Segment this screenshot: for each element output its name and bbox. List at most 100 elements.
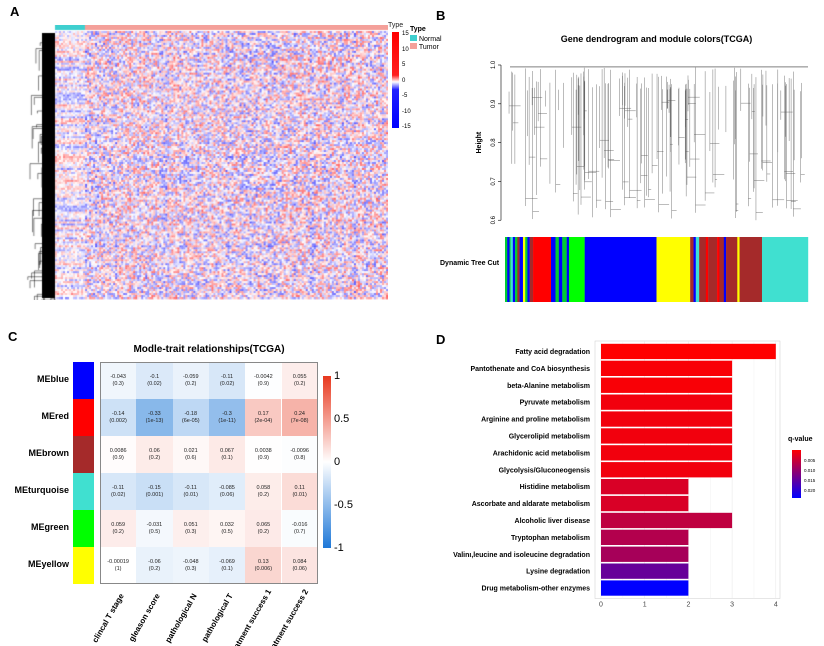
correlation-cell: -0.06 (0.2) [136,547,173,584]
correlation-value: -0.18 [184,410,198,417]
correlation-value: 0.055 [292,373,307,380]
p-value: (0.9) [257,380,269,387]
module-color-swatch [73,436,94,473]
correlation-value: -0.3 [222,410,232,417]
module-color-segment [656,237,691,302]
x-tick-label: 1 [643,602,647,609]
module-color-segment [515,237,518,302]
y-tick-label: 0.6 [491,215,497,224]
p-value: (1e-11) [218,417,236,424]
category-label: Fatty acid degradation [515,349,590,356]
module-color-segment [568,237,585,302]
scale-tick-label: -5 [402,93,408,99]
type-legend: Normal Tumor [410,35,442,51]
p-value: (0.002) [109,417,127,424]
module-color-segment [525,237,528,302]
module-color-segment [509,237,511,302]
p-value: (0.006) [254,565,273,572]
trait-column-label: treatment success 1 [227,587,274,646]
x-tick-label: 2 [686,602,690,609]
p-value: (0.8) [293,454,306,461]
correlation-cell: -0.0096 (0.8) [281,436,318,473]
module-color-segment [695,237,700,302]
module-color-segment [507,237,510,302]
module-color-swatch [73,510,94,547]
p-value: (0.2) [112,528,124,535]
module-color-segment [551,237,556,302]
correlation-value: 0.058 [256,484,271,491]
scale-tick-label: 1 [334,370,341,382]
legend-normal: Normal [410,35,442,43]
correlation-cell: -0.11 (0.01) [172,473,209,510]
module-color-segment [519,237,524,302]
correlation-cell: 0.051 (0.3) [172,510,209,547]
bar [601,343,776,360]
module-row-label: MEbrown [28,448,70,458]
q-value-colorbar [792,450,801,498]
type-legend-title: Type [410,26,426,33]
y-tick-label: 0.7 [491,177,497,186]
correlation-cell: 0.065 (0.2) [245,510,282,547]
module-color-swatch [73,473,94,510]
correlation-cell: -0.1 (0.02) [136,362,173,399]
correlation-value: -0.11 [112,484,125,491]
correlation-value: 0.021 [183,447,198,454]
correlation-cell: -0.3 (1e-11) [208,399,246,436]
correlation-value: -0.085 [219,484,235,491]
module-color-segment [723,237,727,302]
p-value: (7e-08) [290,417,309,424]
correlation-value: -0.1 [149,373,160,380]
bar [601,479,689,495]
correlation-colorbar [323,376,331,548]
correlation-value: 0.032 [220,521,234,528]
module-color-segment [527,237,530,302]
scale-title: Type [388,22,404,29]
category-label: beta-Alanine metabolism [507,383,590,390]
correlation-cell: -0.11 (0.02) [208,362,246,399]
legend-tick-label: 0.020 [804,488,816,493]
p-value: (0.2) [148,454,161,461]
correlation-cell: 0.0086 (0.9) [100,436,137,473]
p-value: (0.2) [257,528,269,535]
x-tick-label: 0 [599,602,603,609]
module-color-segment [699,237,707,302]
bar [601,462,733,478]
correlation-value: -0.069 [219,558,235,565]
heatmap-border [100,362,318,584]
p-value: (1e-13) [145,417,164,424]
module-color-segment [555,237,560,302]
p-value: (0.1) [221,565,233,572]
correlation-value: 0.13 [257,558,269,565]
bar [601,529,689,545]
p-value: (0.01) [183,491,198,498]
x-tick-label: 3 [730,602,734,609]
correlation-cell: -0.00019 (1) [100,547,137,584]
correlation-value: 0.0038 [254,447,272,454]
correlation-cell: -0.048 (0.3) [172,547,209,584]
module-color-segment [690,237,694,302]
correlation-value: -0.043 [110,373,126,380]
module-color-segment [533,237,552,302]
expression-colorbar [392,32,399,128]
module-color-swatch [73,547,94,584]
module-color-segment [719,237,725,302]
category-label: Glycerolipid metabolism [509,433,590,440]
correlation-value: -0.031 [146,521,163,528]
category-label: Valinı,leucine and isoleucine degradatio… [453,552,590,559]
correlation-value: -0.059 [182,373,199,380]
category-label: Pantothenate and CoA biosynthesis [470,366,590,373]
correlation-value: 0.0086 [109,447,127,454]
correlation-cell: -0.33 (1e-13) [136,399,173,436]
module-color-segment [529,237,534,302]
expression-heatmap [18,25,388,300]
p-value: (0.001) [145,491,164,498]
module-color-segment [761,237,809,302]
correlation-value: -0.016 [291,521,308,528]
category-label: Lysine degradation [526,569,590,576]
p-value: (0.7) [293,528,306,535]
trait-column-label: pathological N [163,592,199,645]
trait-heatmap-title: Modle-trait relationships(TCGA) [133,344,285,355]
p-value: (0.06) [292,565,307,572]
scale-tick-label: 0 [402,77,406,84]
